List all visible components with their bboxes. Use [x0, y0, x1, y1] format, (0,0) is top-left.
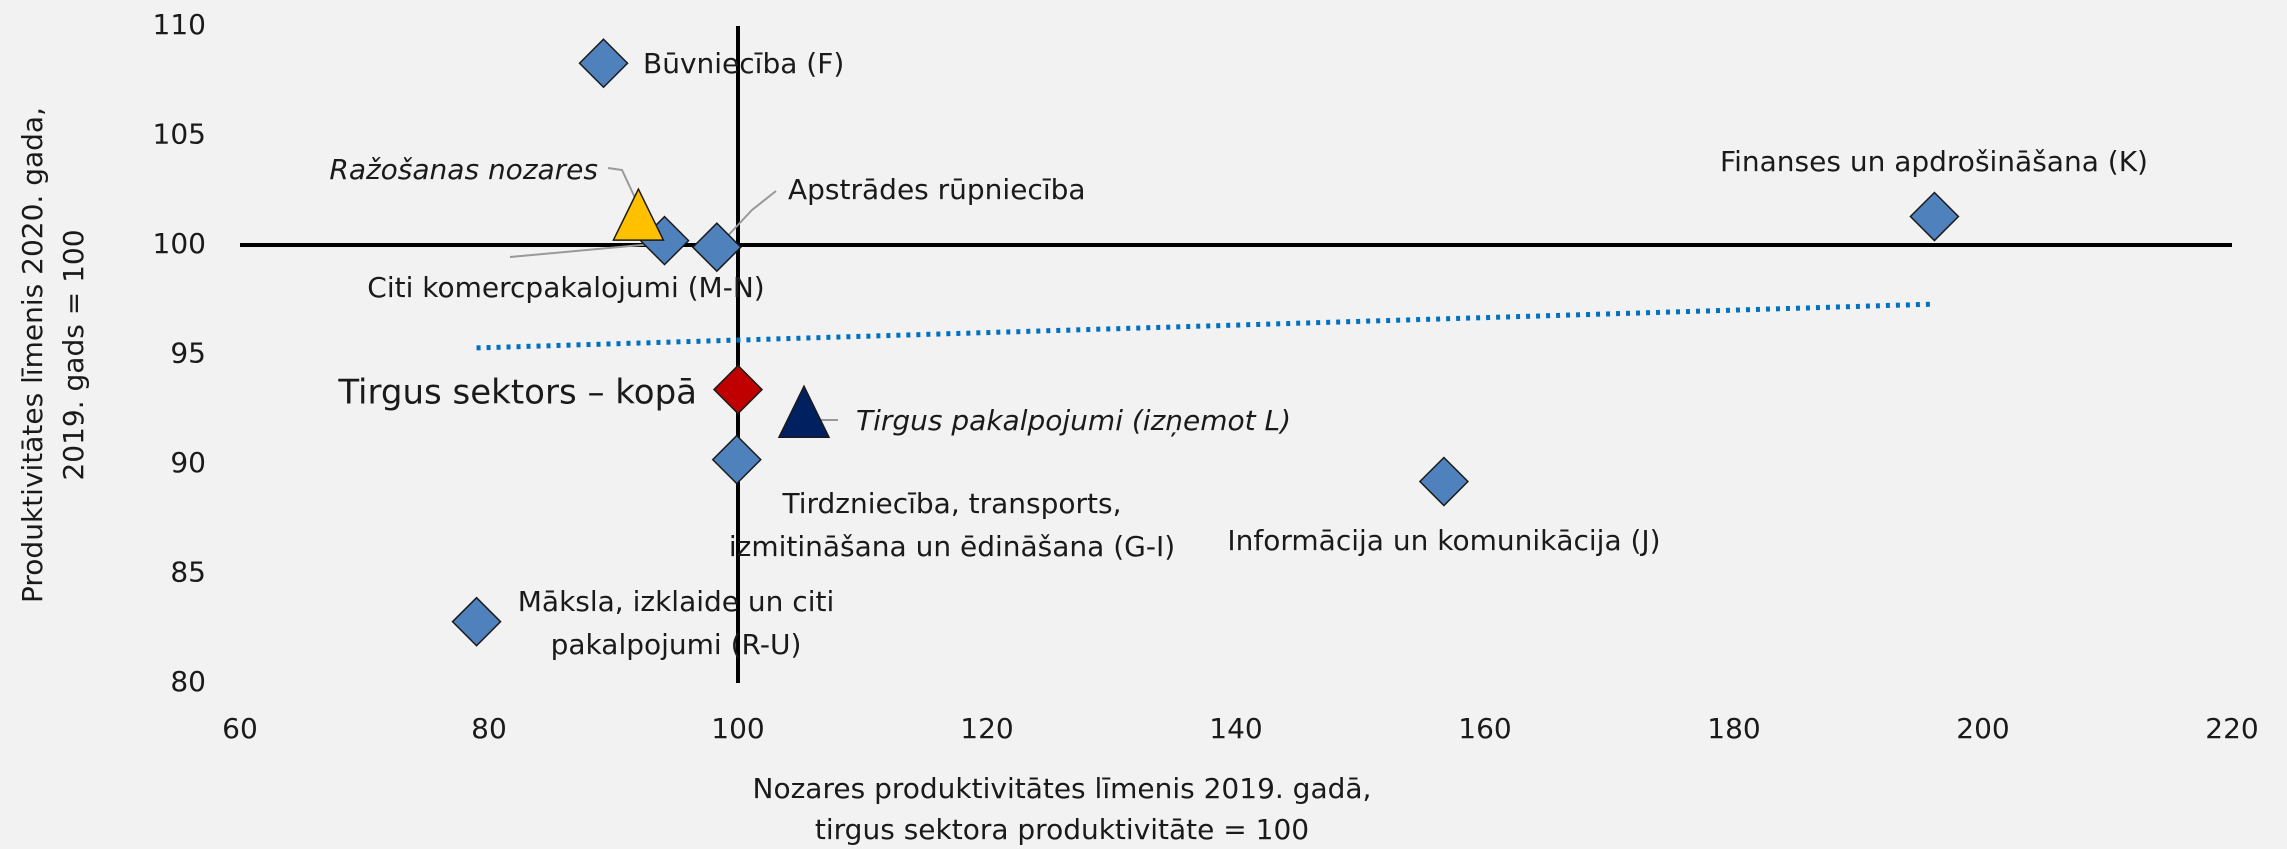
x-tick-label: 120	[960, 712, 1013, 745]
leader-line	[607, 167, 637, 201]
diamond-marker	[1418, 456, 1469, 507]
x-tick-label: 80	[471, 712, 507, 745]
point-label: izmitināšana un ēdināšana (G-I)	[729, 530, 1175, 563]
point-label: Tirgus pakalpojumi (izņemot L)	[856, 404, 1291, 437]
point-label: Ražošanas nozares	[329, 153, 598, 186]
point-label: Māksla, izklaide un citi	[518, 585, 835, 618]
x-tick-label: 220	[2205, 712, 2258, 745]
triangle-marker	[612, 187, 665, 241]
x-tick-label: 60	[222, 712, 258, 745]
point-label: Tirdzniecība, transports,	[781, 487, 1121, 520]
x-tick-label: 160	[1458, 712, 1511, 745]
y-tick-label: 110	[153, 8, 206, 41]
point-label: Tirgus sektors – kopā	[337, 373, 697, 413]
y-tick-label: 80	[170, 665, 206, 698]
x-axis-label: Nozares produktivitātes līmenis 2019. ga…	[753, 772, 1372, 805]
leader-line	[509, 242, 665, 258]
y-tick-label: 90	[170, 446, 206, 479]
y-tick-label: 105	[153, 118, 206, 151]
y-axis-label: Produktivitātes līmenis 2020. gada,	[16, 107, 49, 603]
point-label: Finanses un apdrošināšana (K)	[1720, 145, 2148, 178]
triangle-marker	[777, 384, 831, 438]
x-tick-label: 200	[1956, 712, 2009, 745]
x-tick-label: 180	[1707, 712, 1760, 745]
diamond-marker	[691, 222, 742, 273]
diamond-marker	[712, 364, 764, 415]
diamond-marker	[578, 38, 629, 89]
x-tick-label: 100	[711, 712, 764, 745]
y-tick-label: 95	[170, 337, 206, 370]
point-label: pakalpojumi (R-U)	[551, 628, 802, 661]
diamond-marker	[1909, 191, 1960, 242]
x-axis-label: tirgus sektora produktivitāte = 100	[815, 813, 1309, 846]
point-label: Citi komercpakalojumi (M-N)	[367, 271, 764, 304]
y-axis-label: 2019. gads = 100	[57, 229, 90, 480]
leader-line	[721, 190, 777, 243]
x-tick-label: 140	[1209, 712, 1262, 745]
y-tick-label: 100	[153, 227, 206, 260]
point-label: Informācija un komunikācija (J)	[1227, 524, 1660, 557]
point-label: Būvniecība (F)	[643, 47, 844, 80]
y-tick-label: 85	[170, 556, 206, 589]
diamond-marker	[451, 596, 502, 647]
point-label: Apstrādes rūpniecība	[788, 173, 1086, 206]
diamond-marker	[711, 434, 762, 485]
trendline	[476, 301, 1934, 351]
